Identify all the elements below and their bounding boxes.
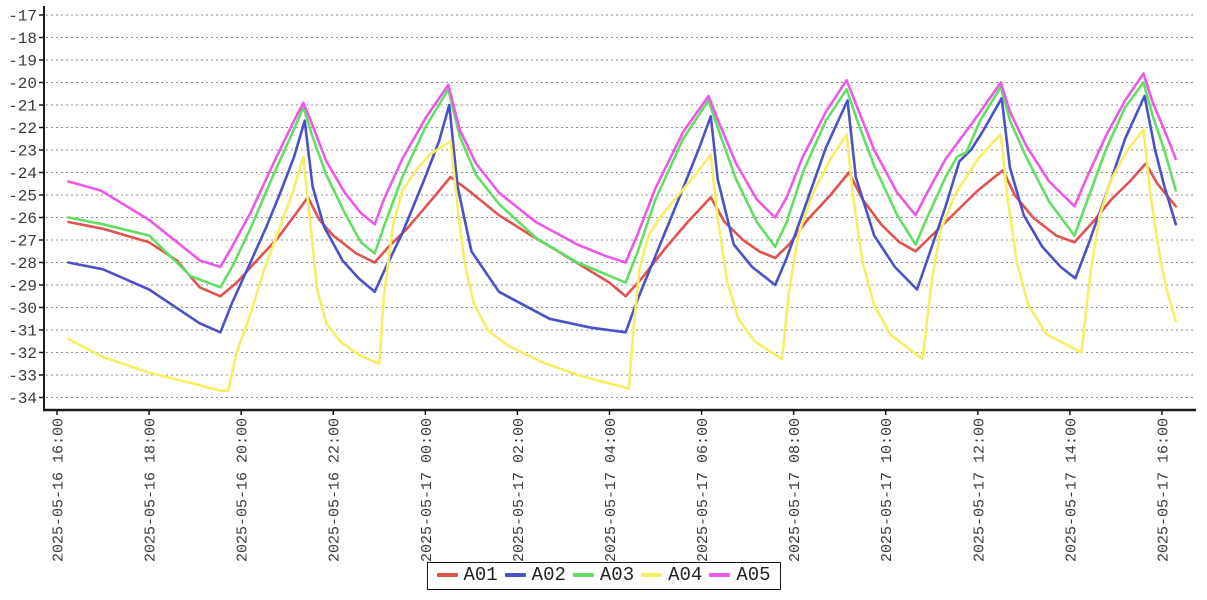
legend-item-a02[interactable]: A02 — [504, 564, 566, 586]
legend-item-a04[interactable]: A04 — [641, 565, 702, 586]
legend-swatch-a03 — [572, 573, 594, 578]
y-tick-label: -17 — [8, 8, 37, 26]
legend-item-a03[interactable]: A03 — [572, 564, 635, 586]
y-tick-label: -18 — [8, 30, 37, 48]
y-tick-label: -32 — [8, 345, 37, 363]
x-tick-label: 2025-05-17 10:00 — [879, 418, 896, 562]
y-tick-label: -26 — [8, 210, 37, 228]
x-tick-label: 2025-05-17 06:00 — [695, 418, 712, 562]
x-tick-label: 2025-05-17 02:00 — [511, 418, 528, 562]
legend-label: A05 — [736, 564, 771, 586]
legend-swatch-a02 — [504, 573, 526, 578]
x-tick-label: 2025-05-16 22:00 — [327, 418, 344, 562]
y-tick-label: -28 — [8, 255, 37, 273]
legend-label: A03 — [599, 564, 635, 586]
x-tick-label: 2025-05-17 16:00 — [1155, 418, 1172, 562]
y-tick-label: -22 — [8, 120, 37, 138]
x-tick-label: 2025-05-17 14:00 — [1063, 418, 1080, 562]
legend-swatch-a05 — [709, 573, 731, 578]
y-tick-label: -23 — [8, 143, 37, 161]
x-tick-label: 2025-05-16 20:00 — [235, 418, 252, 562]
y-tick-label: -19 — [8, 53, 37, 71]
y-tick-label: -20 — [8, 75, 37, 93]
legend-item-a05[interactable]: A05 — [709, 564, 771, 586]
y-tick-label: -33 — [8, 368, 37, 386]
x-tick-label: 2025-05-17 08:00 — [787, 418, 804, 562]
y-tick-label: -29 — [8, 278, 37, 296]
y-tick-label: -31 — [8, 323, 37, 341]
x-tick-label: 2025-05-17 04:00 — [603, 418, 620, 562]
series-line-a04 — [67, 128, 1178, 393]
y-tick-label: -24 — [8, 165, 37, 183]
legend-label: A02 — [531, 564, 566, 586]
y-tick-label: -27 — [8, 233, 37, 251]
legend-item-a01[interactable]: A01 — [436, 564, 498, 586]
x-tick-label: 2025-05-17 00:00 — [419, 418, 436, 562]
series-line-a05 — [67, 72, 1178, 269]
y-tick-label: -34 — [8, 390, 37, 408]
legend-swatch-a01 — [436, 573, 458, 578]
y-tick-label: -25 — [8, 188, 37, 206]
y-tick-label: -30 — [8, 300, 37, 318]
x-tick-label: 2025-05-17 12:00 — [971, 418, 988, 562]
legend-label: A04 — [668, 564, 703, 586]
y-tick-label: -21 — [8, 98, 37, 116]
legend: A01 A02 A03 A04 A05 — [426, 562, 781, 590]
series-line-a02 — [67, 94, 1178, 334]
series-line-a01 — [67, 162, 1178, 298]
x-tick-label: 2025-05-16 16:00 — [51, 418, 68, 562]
legend-swatch-a04 — [641, 573, 663, 578]
legend-label: A01 — [463, 564, 498, 586]
series-line-a03 — [67, 81, 1178, 289]
x-tick-label: 2025-05-16 18:00 — [143, 418, 160, 562]
